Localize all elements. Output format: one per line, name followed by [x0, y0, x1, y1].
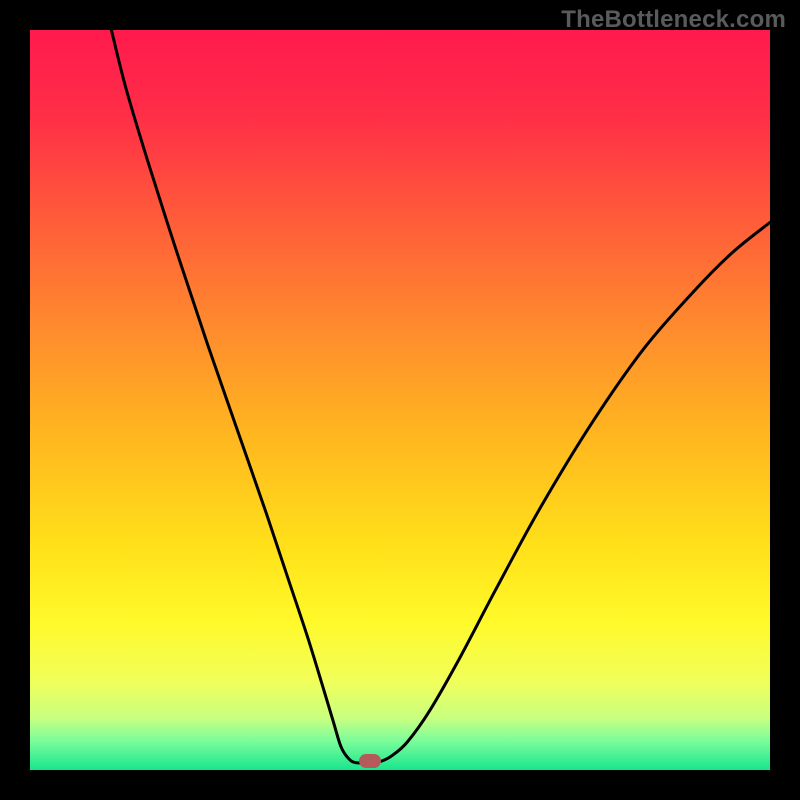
optimum-marker: [359, 754, 381, 768]
chart-frame: TheBottleneck.com: [0, 0, 800, 800]
plot-area: [30, 30, 770, 770]
bottleneck-curve: [30, 30, 770, 770]
